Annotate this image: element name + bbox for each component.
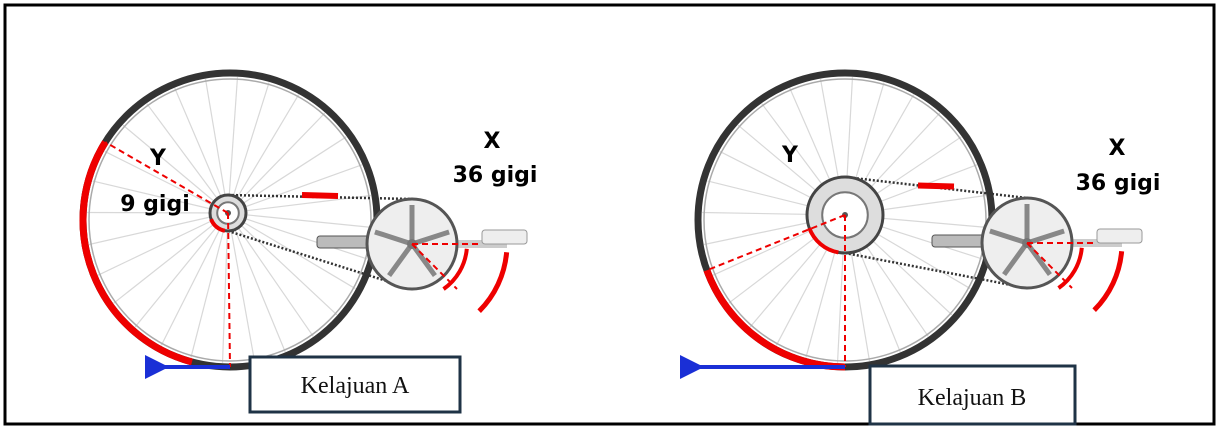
rear-label: Y (149, 146, 167, 171)
sprocket-arc (209, 218, 226, 233)
spoke (227, 136, 347, 214)
spoke (221, 212, 229, 363)
chain-mark (917, 182, 955, 190)
front-label: X (484, 129, 501, 154)
chainring-arm (374, 229, 413, 247)
illustration (79, 69, 1143, 379)
spoke (92, 180, 229, 214)
spoke (227, 164, 363, 214)
chain-mark (301, 192, 339, 199)
spoke (204, 79, 229, 214)
wheel-arc (79, 140, 193, 366)
spoke (160, 212, 229, 346)
pedal-arc (1057, 247, 1084, 290)
spoke (227, 212, 314, 337)
radius (706, 214, 846, 272)
chain (227, 229, 413, 291)
chainring-arm (989, 228, 1028, 246)
speed-box (868, 364, 1077, 426)
spoke (227, 212, 256, 361)
spoke (190, 212, 229, 358)
sprocket-arc (807, 227, 839, 255)
spoke (227, 77, 239, 214)
spoke (227, 194, 371, 214)
chainring-arm (1002, 241, 1030, 277)
rear-teeth: 9 gigi (120, 192, 190, 217)
front-teeth: 36 gigi (453, 163, 538, 188)
spoke (227, 82, 270, 214)
speed-label: Kelajuan A (301, 373, 410, 399)
pedal-arc (477, 252, 510, 313)
chain (844, 251, 1028, 290)
spoke (227, 212, 356, 290)
spoke (97, 212, 229, 276)
rim (88, 78, 372, 362)
spoke (227, 212, 338, 316)
speed-label: Kelajuan B (918, 385, 1027, 411)
spoke (134, 212, 229, 328)
spoke (88, 212, 229, 246)
pedal-arc (1092, 251, 1125, 312)
spoke (146, 103, 229, 214)
chainring-arm (409, 242, 437, 278)
rear-label: Y (781, 143, 799, 168)
spoke (174, 87, 229, 214)
chainring-arm (1024, 241, 1052, 277)
spoke (227, 212, 286, 353)
chainring-arm (411, 229, 450, 247)
pedal (1096, 228, 1143, 244)
chainring-arm (387, 242, 415, 278)
spoke (227, 212, 368, 260)
chainring-arm (1026, 228, 1065, 246)
front-teeth: 36 gigi (1076, 171, 1161, 196)
pedal-arc (442, 248, 469, 291)
chain (844, 175, 1028, 200)
spoke (113, 212, 229, 304)
spoke (122, 124, 229, 214)
pedal (481, 229, 528, 245)
spoke (104, 150, 229, 214)
radius (227, 212, 231, 368)
speed-box (248, 355, 462, 414)
spoke (227, 212, 373, 229)
spoke (227, 94, 300, 214)
radius (104, 141, 229, 214)
front-label: X (1109, 136, 1126, 161)
